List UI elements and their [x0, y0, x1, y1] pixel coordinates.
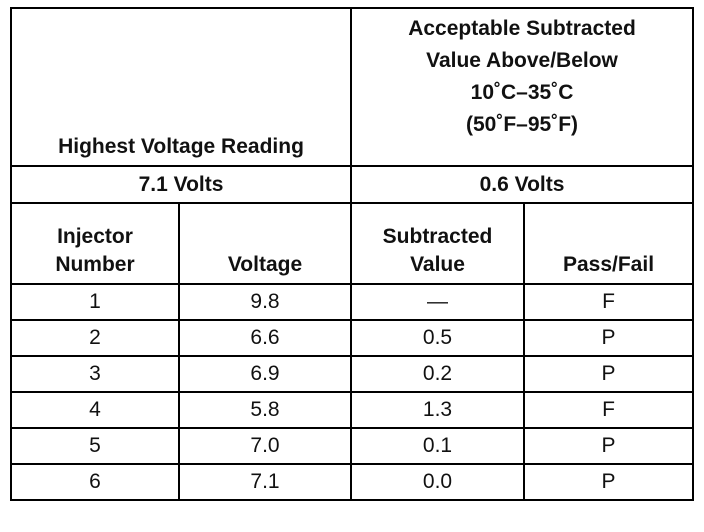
injector-header-line-2: Number: [55, 253, 135, 276]
voltage-column-header: Voltage: [178, 202, 352, 285]
highest-voltage-header: Highest Voltage Reading: [10, 7, 352, 167]
voltage-cell: 5.8: [178, 391, 352, 429]
pass-fail-cell: P: [523, 319, 694, 357]
voltage-cell: 7.0: [178, 427, 352, 465]
voltage-cell: 7.1: [178, 463, 352, 501]
pass-fail-cell: P: [523, 463, 694, 501]
injector-voltage-table: Highest Voltage Reading Acceptable Subtr…: [10, 7, 694, 501]
subtracted-value-cell: 1.3: [350, 391, 525, 429]
injector-number-cell: 3: [10, 355, 180, 393]
voltage-cell: 9.8: [178, 283, 352, 321]
subtracted-header-line-1: Subtracted: [382, 225, 493, 248]
acceptable-subtracted-value: 0.6 Volts: [350, 165, 694, 204]
subtracted-value-cell: 0.2: [350, 355, 525, 393]
voltage-cell: 6.6: [178, 319, 352, 357]
table-row: 4 5.8 1.3 F: [10, 391, 694, 429]
table-row: 5 7.0 0.1 P: [10, 427, 694, 465]
subtracted-value-cell: 0.5: [350, 319, 525, 357]
header-row: Highest Voltage Reading Acceptable Subtr…: [10, 7, 694, 167]
table-row: 1 9.8 — F: [10, 283, 694, 321]
injector-header-line-1: Injector: [57, 225, 133, 248]
pass-fail-cell: P: [523, 355, 694, 393]
injector-number-column-header: Injector Number: [10, 202, 180, 285]
table-row: 6 7.1 0.0 P: [10, 463, 694, 501]
summary-row: 7.1 Volts 0.6 Volts: [10, 165, 694, 204]
acceptable-header-line-2: Value Above/Below: [426, 49, 618, 72]
acceptable-header-celsius-range: 10˚C–35˚C: [470, 81, 574, 104]
acceptable-header-fahrenheit-range: (50˚F–95˚F): [465, 113, 579, 136]
pass-fail-cell: F: [523, 391, 694, 429]
highest-voltage-value: 7.1 Volts: [10, 165, 352, 204]
subtracted-value-cell: 0.0: [350, 463, 525, 501]
acceptable-value-header: Acceptable Subtracted Value Above/Below …: [350, 7, 694, 167]
column-header-row: Injector Number Voltage Subtracted Value…: [10, 202, 694, 285]
injector-number-cell: 5: [10, 427, 180, 465]
table-row: 2 6.6 0.5 P: [10, 319, 694, 357]
injector-number-cell: 1: [10, 283, 180, 321]
injector-number-cell: 4: [10, 391, 180, 429]
pass-fail-cell: F: [523, 283, 694, 321]
subtracted-value-cell: —: [350, 283, 525, 321]
voltage-cell: 6.9: [178, 355, 352, 393]
subtracted-header-line-2: Value: [410, 253, 465, 276]
subtracted-value-column-header: Subtracted Value: [350, 202, 525, 285]
subtracted-value-cell: 0.1: [350, 427, 525, 465]
table-row: 3 6.9 0.2 P: [10, 355, 694, 393]
highest-voltage-header-text: Highest Voltage Reading: [58, 135, 304, 158]
acceptable-header-line-1: Acceptable Subtracted: [408, 17, 636, 40]
injector-number-cell: 2: [10, 319, 180, 357]
pass-fail-cell: P: [523, 427, 694, 465]
pass-fail-column-header: Pass/Fail: [523, 202, 694, 285]
injector-number-cell: 6: [10, 463, 180, 501]
